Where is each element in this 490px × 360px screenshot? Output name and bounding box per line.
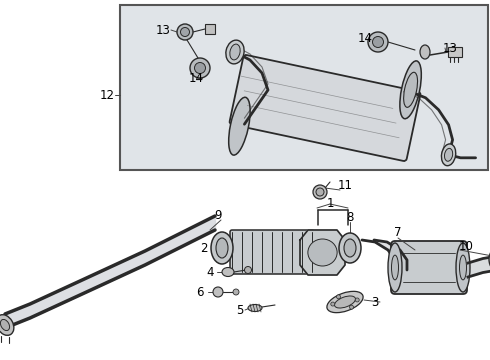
Ellipse shape [344,239,356,257]
Bar [448,47,462,57]
Ellipse shape [368,32,388,52]
Ellipse shape [335,296,355,308]
Ellipse shape [230,44,240,60]
Ellipse shape [245,266,251,274]
Ellipse shape [400,61,421,119]
Ellipse shape [404,72,417,107]
Text: 12: 12 [99,89,115,102]
Ellipse shape [226,40,244,64]
Ellipse shape [339,233,361,263]
Ellipse shape [337,295,341,299]
Ellipse shape [444,148,453,161]
Ellipse shape [327,291,363,313]
Ellipse shape [0,315,14,335]
Ellipse shape [460,255,466,280]
Ellipse shape [372,36,384,48]
FancyBboxPatch shape [230,55,420,161]
Ellipse shape [392,255,398,280]
Bar [205,24,215,34]
Text: 9: 9 [214,208,222,221]
Ellipse shape [222,267,234,276]
Text: 5: 5 [236,303,244,316]
Ellipse shape [213,287,223,297]
Ellipse shape [308,239,337,266]
Ellipse shape [489,246,490,273]
Ellipse shape [248,305,262,311]
Ellipse shape [229,97,250,155]
Ellipse shape [216,238,228,258]
Ellipse shape [355,298,359,302]
Text: 14: 14 [189,72,203,85]
FancyBboxPatch shape [391,241,467,294]
Text: 1: 1 [326,197,334,210]
FancyBboxPatch shape [230,230,314,274]
Text: 4: 4 [206,266,214,279]
Text: 2: 2 [200,242,208,255]
Text: 13: 13 [442,41,458,54]
Ellipse shape [316,188,324,196]
Ellipse shape [331,302,335,306]
Ellipse shape [233,289,239,295]
Text: 10: 10 [459,240,473,253]
Ellipse shape [349,305,353,309]
Ellipse shape [313,185,327,199]
Ellipse shape [195,63,205,73]
Bar [120,5,488,170]
Text: 13: 13 [155,23,171,36]
Text: 6: 6 [196,285,204,298]
Ellipse shape [456,243,470,292]
Ellipse shape [0,319,10,330]
Ellipse shape [190,58,210,78]
Ellipse shape [420,45,430,59]
Polygon shape [300,230,345,275]
Text: 11: 11 [338,179,352,192]
Ellipse shape [180,27,190,36]
Ellipse shape [177,24,193,40]
Ellipse shape [388,243,402,292]
Text: 14: 14 [358,32,372,45]
Text: 3: 3 [371,296,379,309]
Text: 8: 8 [346,211,354,224]
Ellipse shape [211,232,233,264]
Text: 7: 7 [394,226,402,239]
Ellipse shape [441,144,456,166]
